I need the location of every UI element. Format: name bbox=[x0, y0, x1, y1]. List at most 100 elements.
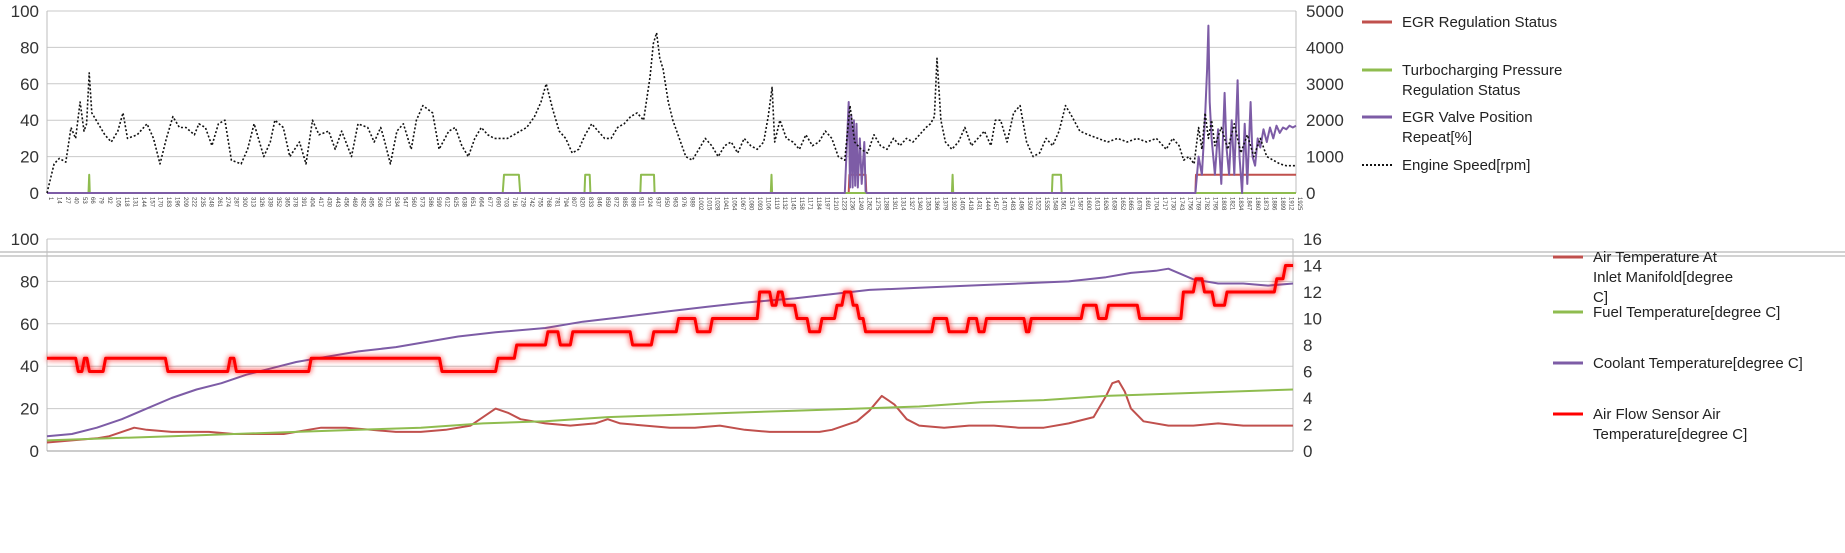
series-line-air-flow-sensor-air-temperature-degree-c bbox=[47, 264, 1293, 373]
x-tick-label: 1509 bbox=[1026, 197, 1032, 211]
legend-label-line: EGR Valve Position bbox=[1402, 109, 1533, 126]
y-left-tick-label: 80 bbox=[20, 38, 39, 57]
y-left-tick-label: 20 bbox=[20, 148, 39, 167]
x-tick-label: 105 bbox=[115, 197, 121, 208]
x-tick-label: 729 bbox=[520, 197, 526, 208]
x-tick-label: 1912 bbox=[1288, 197, 1294, 211]
x-tick-label: 1769 bbox=[1195, 197, 1201, 211]
x-tick-label: 859 bbox=[604, 197, 610, 208]
x-tick-label: 1704 bbox=[1153, 197, 1159, 211]
x-tick-label: 1002 bbox=[697, 197, 703, 211]
x-tick-label: 222 bbox=[190, 197, 196, 208]
y-right-tick-label: 10 bbox=[1303, 310, 1322, 329]
x-tick-label: 27 bbox=[64, 197, 70, 204]
x-tick-label: 261 bbox=[216, 197, 222, 208]
x-tick-label: 1015 bbox=[705, 197, 711, 211]
x-tick-label: 209 bbox=[182, 197, 188, 208]
x-tick-label: 287 bbox=[233, 197, 239, 208]
legend-label-line: EGR Regulation Status bbox=[1402, 14, 1557, 31]
x-tick-label: 1288 bbox=[882, 197, 888, 211]
legend-label-line: Turbocharging Pressure bbox=[1402, 62, 1562, 79]
x-tick-label: 482 bbox=[359, 197, 365, 208]
x-tick-label: 365 bbox=[283, 197, 289, 208]
x-tick-label: 1886 bbox=[1271, 197, 1277, 211]
legend-label-line: Air Flow Sensor Air bbox=[1593, 406, 1721, 423]
legend-label-line: Inlet Manifold[degree bbox=[1593, 269, 1733, 286]
x-tick-label: 833 bbox=[587, 197, 593, 208]
y-right-tick-label: 1000 bbox=[1306, 148, 1344, 167]
x-tick-label: 469 bbox=[351, 197, 357, 208]
x-tick-label: 794 bbox=[562, 197, 568, 208]
series-line-egr-valve-position-repeat bbox=[47, 24, 1297, 194]
x-tick-label: 1600 bbox=[1085, 197, 1091, 211]
x-tick-label: 1353 bbox=[925, 197, 931, 211]
x-tick-label: 66 bbox=[89, 197, 95, 204]
x-tick-label: 885 bbox=[621, 197, 627, 208]
x-tick-label: 1145 bbox=[790, 197, 796, 211]
x-tick-label: 1392 bbox=[950, 197, 956, 211]
x-tick-label: 1444 bbox=[984, 197, 990, 211]
gridlines bbox=[47, 238, 1293, 452]
x-tick-label: 456 bbox=[342, 197, 348, 208]
x-tick-label: 131 bbox=[131, 197, 137, 208]
x-tick-label: 1730 bbox=[1169, 197, 1175, 211]
y-right-tick-label: 4 bbox=[1303, 389, 1312, 408]
x-tick-label: 781 bbox=[553, 197, 559, 208]
x-tick-label: 118 bbox=[123, 197, 129, 207]
x-tick-label: 1483 bbox=[1009, 197, 1015, 211]
legend-label: Turbocharging Pressure Regulation Status bbox=[1402, 62, 1562, 99]
x-tick-label: 898 bbox=[629, 197, 635, 208]
x-tick-label: 651 bbox=[469, 197, 475, 208]
x-tick-label: 1080 bbox=[747, 197, 753, 211]
x-tick-label: 1522 bbox=[1034, 197, 1040, 211]
x-tick-label: 703 bbox=[503, 197, 509, 208]
x-tick-label: 1847 bbox=[1245, 197, 1251, 211]
x-tick-label: 846 bbox=[596, 197, 602, 208]
x-tick-label: 1301 bbox=[891, 197, 897, 211]
x-tick-label: 1262 bbox=[866, 197, 872, 211]
x-tick-label: 391 bbox=[300, 197, 306, 208]
y-right-tick-label: 12 bbox=[1303, 283, 1322, 302]
x-tick-label: 521 bbox=[385, 197, 391, 208]
x-tick-label: 1054 bbox=[731, 197, 737, 211]
x-tick-label: 508 bbox=[376, 197, 382, 208]
x-tick-label: 872 bbox=[612, 197, 618, 208]
y-left-tick-label: 40 bbox=[20, 357, 39, 376]
x-tick-label: 1119 bbox=[773, 197, 779, 210]
x-tick-label: 313 bbox=[250, 197, 256, 208]
y-left-tick-label: 40 bbox=[20, 111, 39, 130]
x-tick-label: 339 bbox=[266, 197, 272, 208]
x-tick-label: 755 bbox=[536, 197, 542, 208]
x-tick-label: 1106 bbox=[764, 197, 770, 211]
x-tick-label: 53 bbox=[81, 197, 87, 204]
x-tick-label: 79 bbox=[98, 197, 104, 204]
x-tick-label: 1223 bbox=[840, 197, 846, 211]
legend-label-line: Regulation Status bbox=[1402, 82, 1520, 99]
legend-label-line: Coolant Temperature[degree C] bbox=[1593, 355, 1803, 372]
y-right-tick-label: 6 bbox=[1303, 363, 1312, 382]
x-tick-label: 1236 bbox=[849, 197, 855, 211]
y-right-tick-label: 2 bbox=[1303, 416, 1312, 435]
x-tick-label: 677 bbox=[486, 197, 492, 208]
y-left-tick-label: 0 bbox=[30, 184, 39, 203]
legend-label: Air Flow Sensor Air Temperature[degree C] bbox=[1593, 406, 1747, 443]
x-tick-label: 1340 bbox=[916, 197, 922, 211]
x-tick-label: 1717 bbox=[1161, 197, 1167, 211]
legend-label: Engine Speed[rpm] bbox=[1402, 157, 1530, 174]
x-tick-label: 937 bbox=[655, 197, 661, 208]
series-line-fuel-temperature-degree-c bbox=[46, 388, 1294, 442]
x-tick-label: 1379 bbox=[942, 197, 948, 211]
x-tick-label: 1028 bbox=[714, 197, 720, 211]
x-tick-label: 326 bbox=[258, 197, 264, 208]
x-tick-label: 560 bbox=[410, 197, 416, 208]
x-tick-label: 274 bbox=[224, 197, 230, 208]
x-tick-label: 1743 bbox=[1178, 197, 1184, 211]
series-line-air-temperature-at-inlet-manifold-degree-c bbox=[46, 380, 1293, 444]
legend-label-line: C] bbox=[1593, 289, 1608, 306]
legend-label-line: Fuel Temperature[degree C] bbox=[1593, 304, 1780, 321]
x-tick-label: 404 bbox=[309, 197, 315, 208]
x-tick-label: 989 bbox=[688, 197, 694, 208]
y-left-tick-label: 0 bbox=[30, 442, 39, 461]
x-tick-label: 300 bbox=[241, 197, 247, 208]
